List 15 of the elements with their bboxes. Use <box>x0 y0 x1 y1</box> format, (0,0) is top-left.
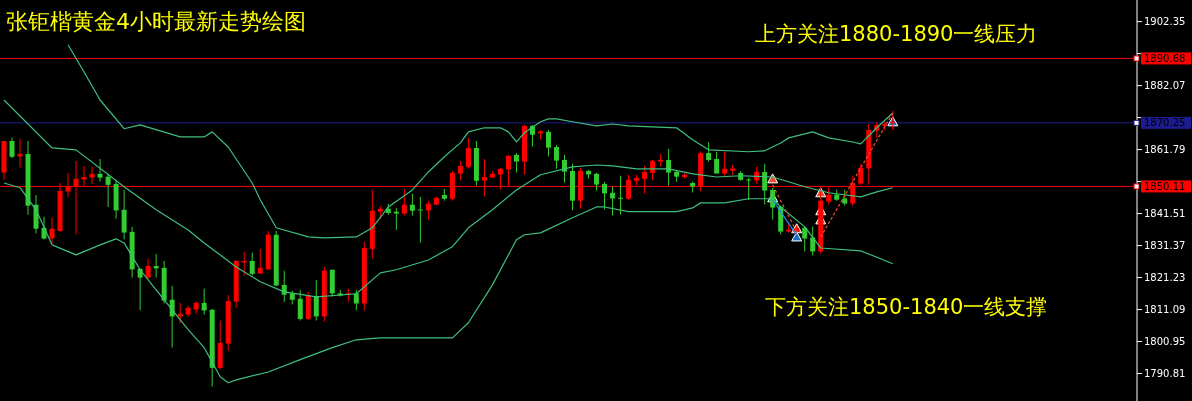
y-tick-label: 1902.35 <box>1144 16 1186 28</box>
y-tick-label: 1861.79 <box>1144 144 1186 156</box>
ref-line-label: 1850.11 <box>1144 180 1186 192</box>
y-tick-label: 1800.95 <box>1144 336 1186 348</box>
ref-line-label: 1870.25 <box>1144 117 1186 129</box>
annotation: 下方关注1850-1840一线支撑 <box>765 295 1048 319</box>
annotation: 上方关注1880-1890一线压力 <box>755 22 1038 46</box>
y-tick-label: 1841.51 <box>1144 208 1186 220</box>
y-tick-label: 1790.81 <box>1144 368 1186 380</box>
chart-title: 张钜楷黄金4小时最新走势绘图 <box>6 9 306 34</box>
ref-line-label: 1890.68 <box>1144 52 1186 64</box>
y-tick-label: 1821.23 <box>1144 272 1186 284</box>
y-tick-label: 1811.09 <box>1144 304 1186 316</box>
y-tick-label: 1882.07 <box>1144 80 1186 92</box>
y-tick-label: 1831.37 <box>1144 240 1186 252</box>
